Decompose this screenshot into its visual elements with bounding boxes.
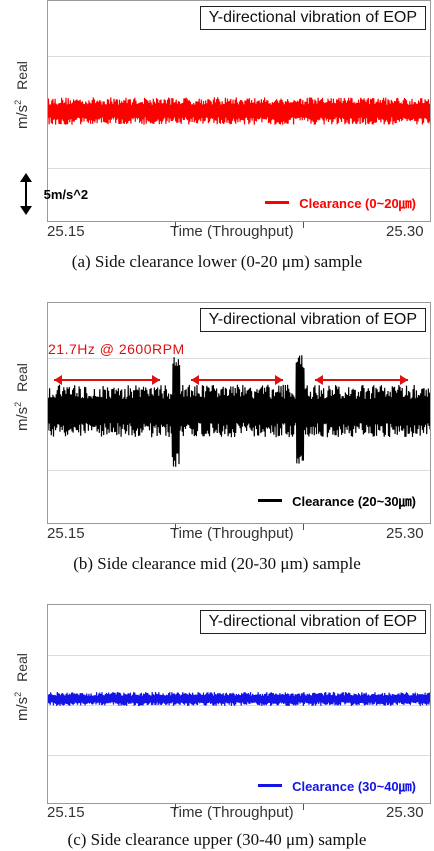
y-label-text: Real <box>14 363 30 392</box>
caption-b: (b) Side clearance mid (20-30 μm) sample <box>73 554 361 573</box>
x-tick-mark <box>175 524 176 530</box>
y-unit: m/s2 <box>13 401 31 431</box>
period-arrow-icon <box>191 375 283 385</box>
chart-title: Y-directional vibration of EOP <box>199 308 426 332</box>
scale-bar: 5m/s^2 <box>18 172 88 216</box>
gridline <box>48 755 430 756</box>
x-axis-label: Time (Throughput) <box>170 525 294 542</box>
x-tick-mark <box>303 804 304 810</box>
x-tick-mark <box>303 222 304 228</box>
y-axis-label: m/s2 Real <box>13 653 31 721</box>
x-tick-end: 25.30 <box>386 223 424 240</box>
period-arrows <box>54 375 408 385</box>
x-tick-mark <box>303 524 304 530</box>
x-tick-end: 25.30 <box>386 525 424 542</box>
plot-area-c: Y-directional vibration of EOP Clearance… <box>47 604 431 804</box>
x-tick-start: 25.15 <box>47 525 85 542</box>
x-tick-start: 25.15 <box>47 223 85 240</box>
signal-trace-b <box>48 355 430 467</box>
y-label-text: Real <box>14 61 30 90</box>
plot-area-a: Y-directional vibration of EOP Clearance… <box>47 0 431 222</box>
panel-b: Y-directional vibration of EOP 21.7Hz @ … <box>0 302 434 582</box>
x-tick-mark <box>175 222 176 228</box>
legend-label: Clearance (0~20㎛) <box>299 196 416 211</box>
x-axis-label: Time (Throughput) <box>170 804 294 821</box>
gridline <box>48 705 430 706</box>
legend-label: Clearance (20~30㎛) <box>292 494 416 509</box>
y-axis-label: m/s2 Real <box>13 61 31 129</box>
plot-area-b: Y-directional vibration of EOP 21.7Hz @ … <box>47 302 431 524</box>
signal-trace-c <box>48 691 430 707</box>
series-line <box>48 355 430 467</box>
gridline <box>48 358 430 359</box>
scale-bar-label: 5m/s^2 <box>43 186 89 202</box>
period-arrow-icon <box>315 375 408 385</box>
period-arrow-icon <box>54 375 160 385</box>
double-arrow-icon <box>20 173 32 215</box>
gridline <box>48 470 430 471</box>
chart-title: Y-directional vibration of EOP <box>199 6 426 30</box>
x-axis-label: Time (Throughput) <box>170 223 294 240</box>
legend-label: Clearance (30~40㎛) <box>292 779 416 794</box>
signal-trace-a <box>48 97 430 125</box>
panel-c: Y-directional vibration of EOP Clearance… <box>0 604 434 851</box>
gridline <box>48 168 430 169</box>
series-line <box>48 691 430 707</box>
legend: Clearance (0~20㎛) <box>265 193 416 212</box>
series-line <box>48 97 430 125</box>
gridline <box>48 56 430 57</box>
panel-a: Y-directional vibration of EOP Clearance… <box>0 0 434 280</box>
x-tick-start: 25.15 <box>47 804 85 821</box>
y-unit: m/s2 <box>13 99 31 129</box>
legend: Clearance (30~40㎛) <box>258 776 416 795</box>
legend-swatch <box>265 201 290 204</box>
caption-c: (c) Side clearance upper (30-40 μm) samp… <box>67 830 367 849</box>
x-tick-end: 25.30 <box>386 804 424 821</box>
y-unit: m/s2 <box>13 691 31 721</box>
legend-swatch <box>258 499 283 502</box>
x-tick-mark <box>175 804 176 810</box>
chart-title: Y-directional vibration of EOP <box>199 610 426 634</box>
frequency-annotation: 21.7Hz @ 2600RPM <box>48 341 185 357</box>
y-axis-label: m/s2 Real <box>13 363 31 431</box>
legend-swatch <box>258 784 283 787</box>
y-label-text: Real <box>14 653 30 682</box>
gridline <box>48 655 430 656</box>
caption-a: (a) Side clearance lower (0-20 μm) sampl… <box>71 252 363 271</box>
legend: Clearance (20~30㎛) <box>258 491 416 510</box>
